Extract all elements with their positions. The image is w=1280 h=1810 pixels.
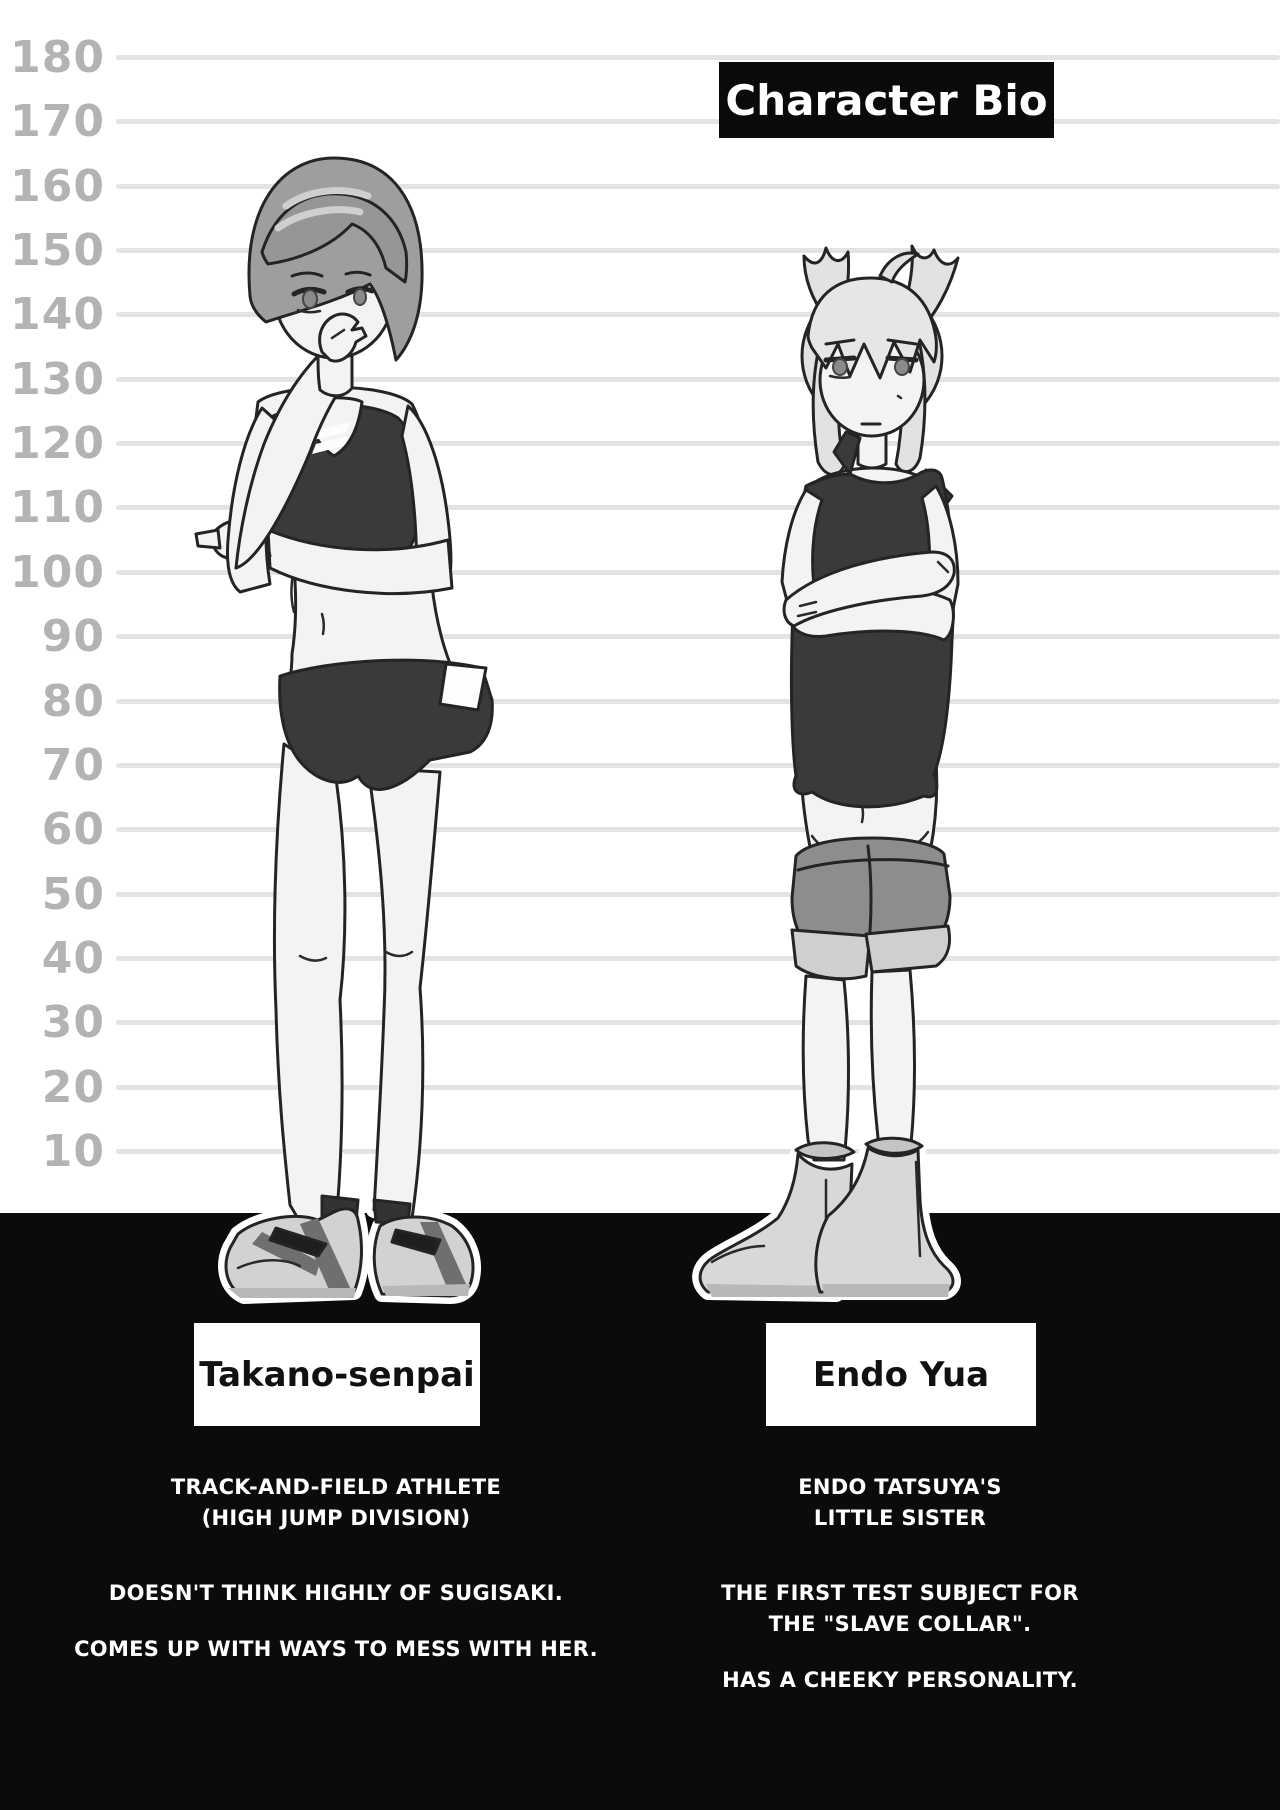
bio-line: LITTLE SISTER (813, 1506, 987, 1530)
bio-line: (HIGH JUMP DIVISION) (201, 1506, 471, 1530)
height-gridline (116, 441, 1280, 447)
nameplate-endo-yua: Endo Yua (766, 1323, 1036, 1426)
height-label: 30 (41, 997, 105, 1049)
character-name: Takano-senpai (199, 1354, 475, 1395)
takano-eyebrow-right (344, 270, 372, 277)
bio-line: ENDO TATSUYA'S (798, 1475, 1002, 1499)
height-label: 60 (41, 804, 105, 856)
height-label: 170 (10, 96, 105, 148)
height-gridline (116, 119, 1280, 125)
bio-line: THE "SLAVE COLLAR". (768, 1612, 1032, 1636)
height-label: 140 (10, 289, 105, 341)
height-label: 130 (10, 353, 105, 405)
height-label: 180 (10, 32, 105, 83)
endo-shorts (790, 836, 952, 981)
height-gridline (116, 1084, 1280, 1090)
height-gridline (116, 569, 1280, 575)
character-name: Endo Yua (812, 1354, 990, 1395)
height-gridline (116, 505, 1280, 511)
takano-legs (272, 742, 442, 1224)
height-label: 110 (10, 482, 105, 534)
takano-sneaker-left (224, 1207, 363, 1298)
takano-sneaker-right (372, 1215, 475, 1298)
bio-line: HAS A CHEEKY PERSONALITY. (722, 1668, 1078, 1692)
height-gridline (116, 183, 1280, 189)
title-box: Character Bio (719, 62, 1054, 138)
endo-crossed-arms (780, 484, 960, 642)
takano-bra-logo (314, 422, 350, 440)
bio-line: COMES UP WITH WAYS TO MESS WITH HER. (74, 1637, 598, 1661)
takano-shorts-stripe (438, 662, 488, 712)
height-gridline (116, 762, 1280, 768)
height-gridline (116, 1148, 1280, 1154)
endo-eyebrow-right (886, 338, 918, 346)
takano-head (247, 156, 424, 362)
height-gridline (116, 827, 1280, 833)
height-gridline (116, 376, 1280, 382)
height-label: 90 (41, 611, 105, 663)
height-label: 150 (10, 225, 105, 277)
takano-hand-at-mouth (318, 312, 368, 363)
height-gridline (116, 55, 1280, 60)
height-label: 50 (41, 868, 105, 920)
height-label: 40 (41, 932, 105, 984)
bio-paragraph: COMES UP WITH WAYS TO MESS WITH HER. (66, 1634, 606, 1665)
nameplate-takano-senpai: Takano-senpai (194, 1323, 480, 1426)
height-label: 160 (10, 160, 105, 212)
title-label: Character Bio (725, 75, 1048, 125)
endo-boot-zipper (914, 1160, 922, 1258)
height-gridline (116, 248, 1280, 254)
endo-boot-right (814, 1136, 955, 1297)
bio-paragraph: HAS A CHEEKY PERSONALITY. (650, 1665, 1150, 1696)
height-label: 120 (10, 418, 105, 470)
bio-paragraph: TRACK-AND-FIELD ATHLETE (HIGH JUMP DIVISI… (66, 1472, 606, 1534)
figure-endo-yua (692, 244, 961, 1302)
bottom-black-band (0, 1213, 1280, 1810)
height-gridline (116, 698, 1280, 704)
endo-head (806, 251, 938, 438)
height-label: 10 (41, 1125, 105, 1177)
endo-bangs (806, 276, 938, 380)
height-label: 70 (41, 739, 105, 791)
height-gridline (116, 634, 1280, 640)
endo-eyebrow-left (824, 338, 856, 346)
height-gridline (116, 312, 1280, 318)
bio-line: DOESN'T THINK HIGHLY OF SUGISAKI. (108, 1581, 564, 1605)
bio-takano-senpai: TRACK-AND-FIELD ATHLETE (HIGH JUMP DIVISI… (66, 1472, 606, 1665)
bio-paragraph: ENDO TATSUYA'S LITTLE SISTER (650, 1472, 1150, 1534)
height-gridline (116, 891, 1280, 897)
height-label: 100 (10, 546, 105, 598)
height-gridline (116, 1020, 1280, 1026)
bio-line: TRACK-AND-FIELD ATHLETE (170, 1475, 502, 1499)
bio-line: THE FIRST TEST SUBJECT FOR (721, 1581, 1079, 1605)
takano-pointing-finger (194, 528, 222, 550)
bio-paragraph: DOESN'T THINK HIGHLY OF SUGISAKI. (66, 1578, 606, 1609)
endo-legs (801, 968, 916, 1162)
figure-takano-senpai (194, 156, 494, 1304)
takano-shorts (278, 658, 494, 791)
height-label: 20 (41, 1061, 105, 1113)
bio-endo-yua: ENDO TATSUYA'S LITTLE SISTER THE FIRST TES… (650, 1472, 1150, 1696)
height-gridline (116, 955, 1280, 961)
height-label: 80 (41, 675, 105, 727)
bio-paragraph: THE FIRST TEST SUBJECT FOR THE "SLAVE COL… (650, 1578, 1150, 1640)
endo-ahoge (878, 251, 920, 284)
endo-boot-left (698, 1141, 856, 1297)
takano-eyebrow-left (290, 271, 324, 278)
